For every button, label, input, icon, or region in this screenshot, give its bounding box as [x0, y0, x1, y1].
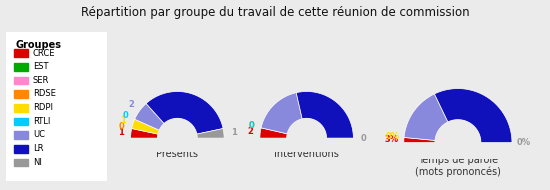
FancyBboxPatch shape: [2, 29, 109, 185]
Text: 63%: 63%: [467, 105, 490, 115]
Bar: [14, 159, 28, 166]
Text: 2: 2: [247, 127, 253, 136]
Text: 0: 0: [123, 111, 128, 120]
Text: NI: NI: [33, 158, 42, 167]
Bar: [14, 90, 28, 98]
Polygon shape: [296, 92, 353, 138]
Text: 3%: 3%: [385, 135, 399, 144]
Text: 0: 0: [248, 121, 254, 130]
Text: 10: 10: [181, 102, 194, 112]
Text: CRCE: CRCE: [33, 49, 56, 58]
Polygon shape: [404, 94, 448, 140]
Text: Temps de parole
(mots prononcés): Temps de parole (mots prononcés): [415, 154, 501, 177]
Polygon shape: [131, 128, 158, 138]
Polygon shape: [398, 143, 518, 190]
Text: 1: 1: [231, 128, 237, 137]
Text: 1: 1: [120, 116, 126, 125]
Text: RDPI: RDPI: [33, 103, 53, 112]
Text: 0: 0: [248, 121, 254, 130]
Bar: [14, 104, 28, 112]
Bar: [14, 49, 28, 57]
Text: Répartition par groupe du travail de cette réunion de commission: Répartition par groupe du travail de cet…: [81, 6, 469, 19]
Text: SER: SER: [33, 76, 50, 85]
Text: Interventions: Interventions: [274, 149, 339, 158]
Text: RTLI: RTLI: [33, 117, 51, 126]
Text: Présents: Présents: [156, 149, 199, 158]
Polygon shape: [131, 119, 159, 134]
Text: Groupes: Groupes: [15, 40, 62, 50]
Polygon shape: [255, 138, 358, 190]
Bar: [14, 145, 28, 153]
Text: 0: 0: [119, 122, 124, 131]
Polygon shape: [434, 89, 512, 143]
Polygon shape: [146, 92, 223, 134]
Text: 32%: 32%: [415, 116, 438, 126]
Text: RDSE: RDSE: [33, 89, 56, 98]
Text: UC: UC: [33, 130, 45, 139]
Text: 10: 10: [277, 110, 290, 120]
Polygon shape: [287, 119, 326, 138]
Bar: [14, 63, 28, 71]
Polygon shape: [126, 138, 229, 190]
Text: 0: 0: [248, 121, 254, 130]
Polygon shape: [260, 128, 288, 138]
Bar: [14, 77, 28, 85]
Bar: [14, 131, 28, 139]
Text: 2: 2: [128, 100, 134, 109]
Polygon shape: [158, 119, 197, 138]
Text: 0%: 0%: [517, 138, 531, 147]
Bar: [14, 118, 28, 125]
Text: LR: LR: [33, 144, 43, 153]
Text: 1: 1: [118, 128, 124, 137]
Polygon shape: [196, 128, 224, 138]
Polygon shape: [404, 137, 435, 143]
Text: 0: 0: [361, 134, 366, 143]
Polygon shape: [261, 93, 303, 134]
Text: EST: EST: [33, 62, 48, 71]
Polygon shape: [435, 120, 481, 143]
Text: 16: 16: [321, 107, 334, 117]
Polygon shape: [135, 104, 164, 130]
Text: 0%: 0%: [385, 132, 399, 141]
